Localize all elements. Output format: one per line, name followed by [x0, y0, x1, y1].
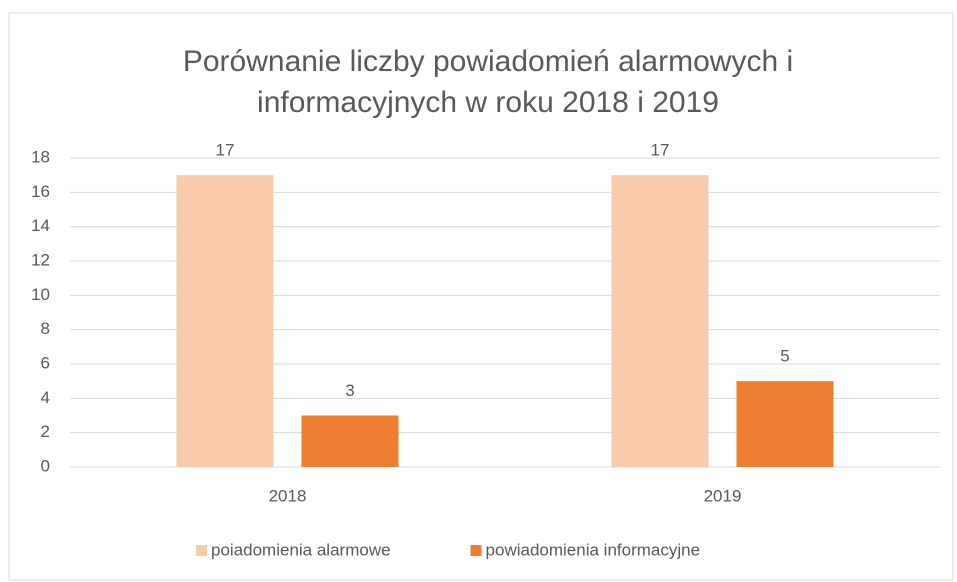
y-tick-label: 0 — [41, 456, 50, 475]
data-label: 5 — [780, 347, 789, 366]
y-tick-label: 6 — [41, 353, 50, 372]
legend-swatch — [196, 545, 207, 556]
legend-label: powiadomienia informacyjne — [486, 540, 701, 559]
y-tick-label: 10 — [31, 285, 50, 304]
bar — [176, 175, 274, 467]
y-tick-label: 8 — [41, 319, 50, 338]
y-tick-label: 2 — [41, 422, 50, 441]
data-label: 17 — [216, 141, 235, 160]
bar — [736, 381, 834, 467]
y-tick-label: 16 — [31, 182, 50, 201]
chart-title: Porównanie liczby powiadomień alarmowych… — [183, 45, 793, 78]
y-tick-label: 12 — [31, 250, 50, 269]
y-tick-label: 18 — [31, 147, 50, 166]
legend-label: poiadomienia alarmowe — [211, 540, 391, 559]
data-label: 3 — [345, 381, 354, 400]
chart-title: informacyjnych w roku 2018 i 2019 — [257, 86, 719, 119]
x-tick-label: 2019 — [704, 486, 742, 505]
bar — [611, 175, 709, 467]
y-tick-label: 14 — [31, 216, 50, 235]
chart-frame — [8, 12, 954, 581]
bar — [301, 415, 399, 467]
data-label: 17 — [651, 141, 670, 160]
legend-swatch — [470, 545, 482, 556]
y-tick-label: 4 — [41, 388, 50, 407]
x-tick-label: 2018 — [269, 486, 307, 505]
